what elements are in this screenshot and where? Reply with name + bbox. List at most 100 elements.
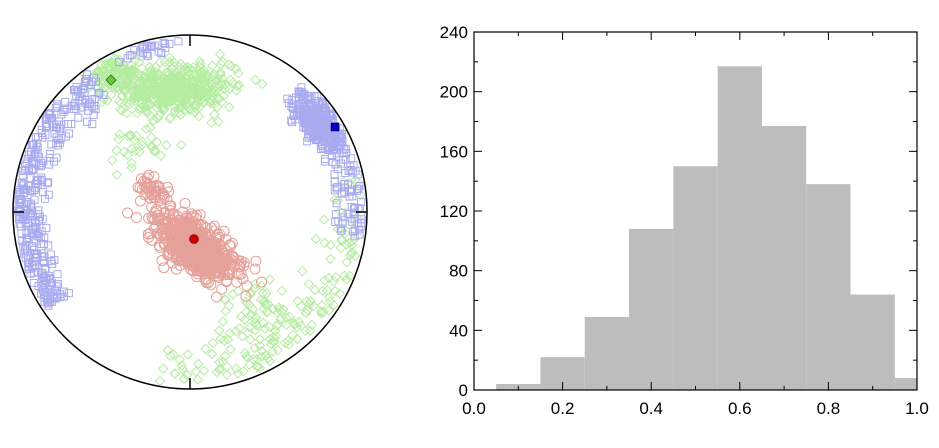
sigma2-point	[301, 296, 312, 307]
sigma1-point	[149, 214, 161, 226]
sigma2-point	[189, 87, 200, 99]
sigma3-point	[130, 45, 139, 54]
sigma2-point	[127, 81, 138, 93]
y-tick-label: 200	[440, 83, 468, 102]
sigma2-point	[154, 95, 165, 106]
sigma2-point	[214, 49, 226, 60]
sigma2-point	[194, 56, 205, 67]
sigma3-point	[302, 120, 311, 129]
sigma2-point	[264, 274, 276, 285]
sigma3-point	[317, 97, 326, 106]
sigma3-point	[344, 180, 353, 189]
sigma3-point	[305, 100, 314, 109]
sigma2-point	[317, 285, 328, 297]
sigma2-point	[130, 145, 142, 156]
sigma1-point	[162, 181, 173, 193]
sigma2-point	[169, 368, 181, 379]
sigma2-point	[215, 67, 226, 78]
sigma2-point	[193, 111, 205, 122]
sigma2-point	[137, 139, 148, 151]
sigma3-point	[356, 197, 365, 206]
sigma2-point	[196, 67, 207, 78]
sigma2-point	[279, 337, 291, 349]
sigma2-point	[225, 344, 236, 355]
sigma2-point	[309, 284, 321, 296]
sigma3-point	[284, 99, 293, 108]
sigma1-point	[165, 200, 177, 212]
sigma1-point	[187, 265, 199, 277]
sigma2-point	[148, 115, 159, 126]
sigma2-point	[109, 65, 120, 77]
sigma1-point	[159, 238, 171, 250]
sigma3-point	[30, 151, 39, 160]
sigma3-point	[42, 298, 51, 307]
sigma2-point	[193, 358, 204, 370]
sigma3-point	[337, 226, 346, 235]
sigma1-point	[226, 237, 238, 249]
sigma3-point	[355, 182, 364, 191]
sigma2-point	[214, 325, 225, 336]
sigma2-point	[142, 79, 153, 90]
sigma3-point	[39, 256, 48, 265]
y-tick-label: 240	[440, 23, 468, 42]
sigma2-point	[97, 66, 108, 78]
sigma1-point	[143, 232, 154, 243]
sigma2-point	[96, 78, 108, 89]
sigma2-point	[153, 110, 165, 121]
y-tick-label: 120	[440, 202, 468, 221]
sigma3-point	[22, 199, 31, 208]
sigma1-point	[167, 251, 179, 263]
sigma3-point	[125, 51, 134, 60]
sigma2-point	[238, 366, 249, 377]
sigma1-point	[216, 283, 228, 295]
sigma2-point	[200, 343, 211, 355]
sigma2-point	[230, 63, 242, 75]
histogram-bar	[629, 228, 674, 390]
sigma2-point	[131, 69, 142, 81]
sigma2-point	[211, 75, 222, 86]
sigma2-point	[181, 369, 193, 381]
sigma1-point	[159, 223, 171, 235]
sigma2-point	[287, 329, 299, 341]
sigma3-point	[52, 282, 61, 291]
sigma2-point	[219, 335, 230, 346]
sigma2-point	[239, 314, 251, 325]
sigma2-point	[162, 344, 173, 356]
sigma1-point	[153, 215, 165, 227]
sigma3-point	[21, 185, 30, 194]
sigma2-point	[124, 98, 135, 110]
x-tick-label: 0.0	[462, 399, 486, 418]
sigma3-point	[316, 142, 325, 150]
sigma3-point	[320, 155, 329, 163]
sigma2-point	[275, 313, 286, 325]
sigma3-point	[54, 280, 62, 289]
sigma1-point	[208, 225, 220, 237]
sigma2-point	[325, 239, 336, 251]
sigma3-point	[327, 152, 336, 160]
sigma2-point	[133, 83, 145, 94]
sigma3-point	[330, 177, 339, 186]
sigma3-best-marker	[330, 122, 340, 132]
sigma2-point	[173, 98, 185, 109]
sigma1-point	[143, 212, 155, 224]
sigma2-point	[341, 274, 352, 285]
sigma3-point	[44, 110, 53, 119]
sigma2-point	[240, 306, 252, 318]
sigma2-point	[160, 76, 171, 87]
sigma2-point	[258, 295, 270, 307]
sigma3-point	[69, 102, 78, 110]
sigma2-point	[244, 359, 255, 371]
y-tick-label: 80	[449, 262, 468, 281]
sigma2-point	[146, 142, 158, 153]
sigma2-point	[201, 69, 213, 81]
sigma2-point	[152, 99, 164, 110]
sigma2-point	[255, 294, 267, 305]
sigma3-point	[75, 96, 84, 105]
sigma3-point	[45, 160, 54, 169]
sigma3-point	[26, 269, 35, 278]
sigma2-point	[136, 63, 147, 74]
sigma2-point	[328, 299, 339, 311]
sigma2-point	[276, 285, 288, 297]
sigma2-point	[257, 317, 269, 329]
